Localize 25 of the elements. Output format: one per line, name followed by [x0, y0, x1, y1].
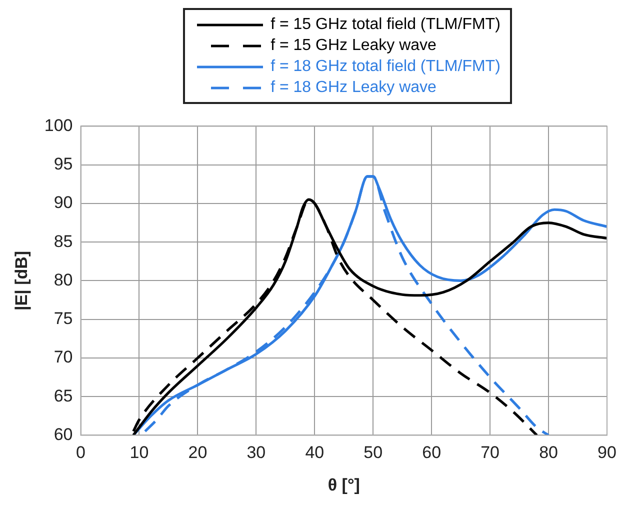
y-tick-label: 100 — [44, 116, 73, 135]
x-tick-label: 40 — [305, 443, 324, 462]
x-tick-label: 90 — [598, 443, 616, 462]
y-tick-label: 60 — [54, 424, 73, 444]
y-tick-label: 90 — [54, 193, 73, 212]
legend-label: f = 15 GHz total field (TLM/FMT) — [270, 16, 500, 34]
x-tick-label: 10 — [130, 443, 149, 462]
x-axis-title: θ [°] — [328, 475, 360, 494]
x-tick-label: 60 — [422, 443, 442, 462]
y-tick-label: 85 — [54, 232, 73, 251]
x-tick-label: 30 — [246, 443, 266, 462]
x-tick-label: 20 — [188, 443, 208, 462]
y-tick-label: 75 — [54, 309, 73, 328]
x-tick-label: 50 — [364, 443, 383, 462]
y-axis-title: |E| [dB] — [12, 250, 31, 310]
legend-label: f = 18 GHz total field (TLM/FMT) — [270, 58, 500, 76]
y-tick-label: 70 — [54, 348, 73, 367]
y-tick-label: 95 — [54, 154, 73, 174]
x-tick-label: 70 — [480, 443, 500, 462]
legend-label: f = 15 GHz Leaky wave — [270, 36, 436, 54]
y-tick-label: 65 — [54, 386, 73, 406]
legend-label: f = 18 GHz Leaky wave — [270, 78, 436, 96]
y-tick-label: 80 — [54, 270, 73, 290]
x-tick-label: 0 — [76, 443, 86, 462]
x-tick-label: 80 — [539, 443, 558, 462]
